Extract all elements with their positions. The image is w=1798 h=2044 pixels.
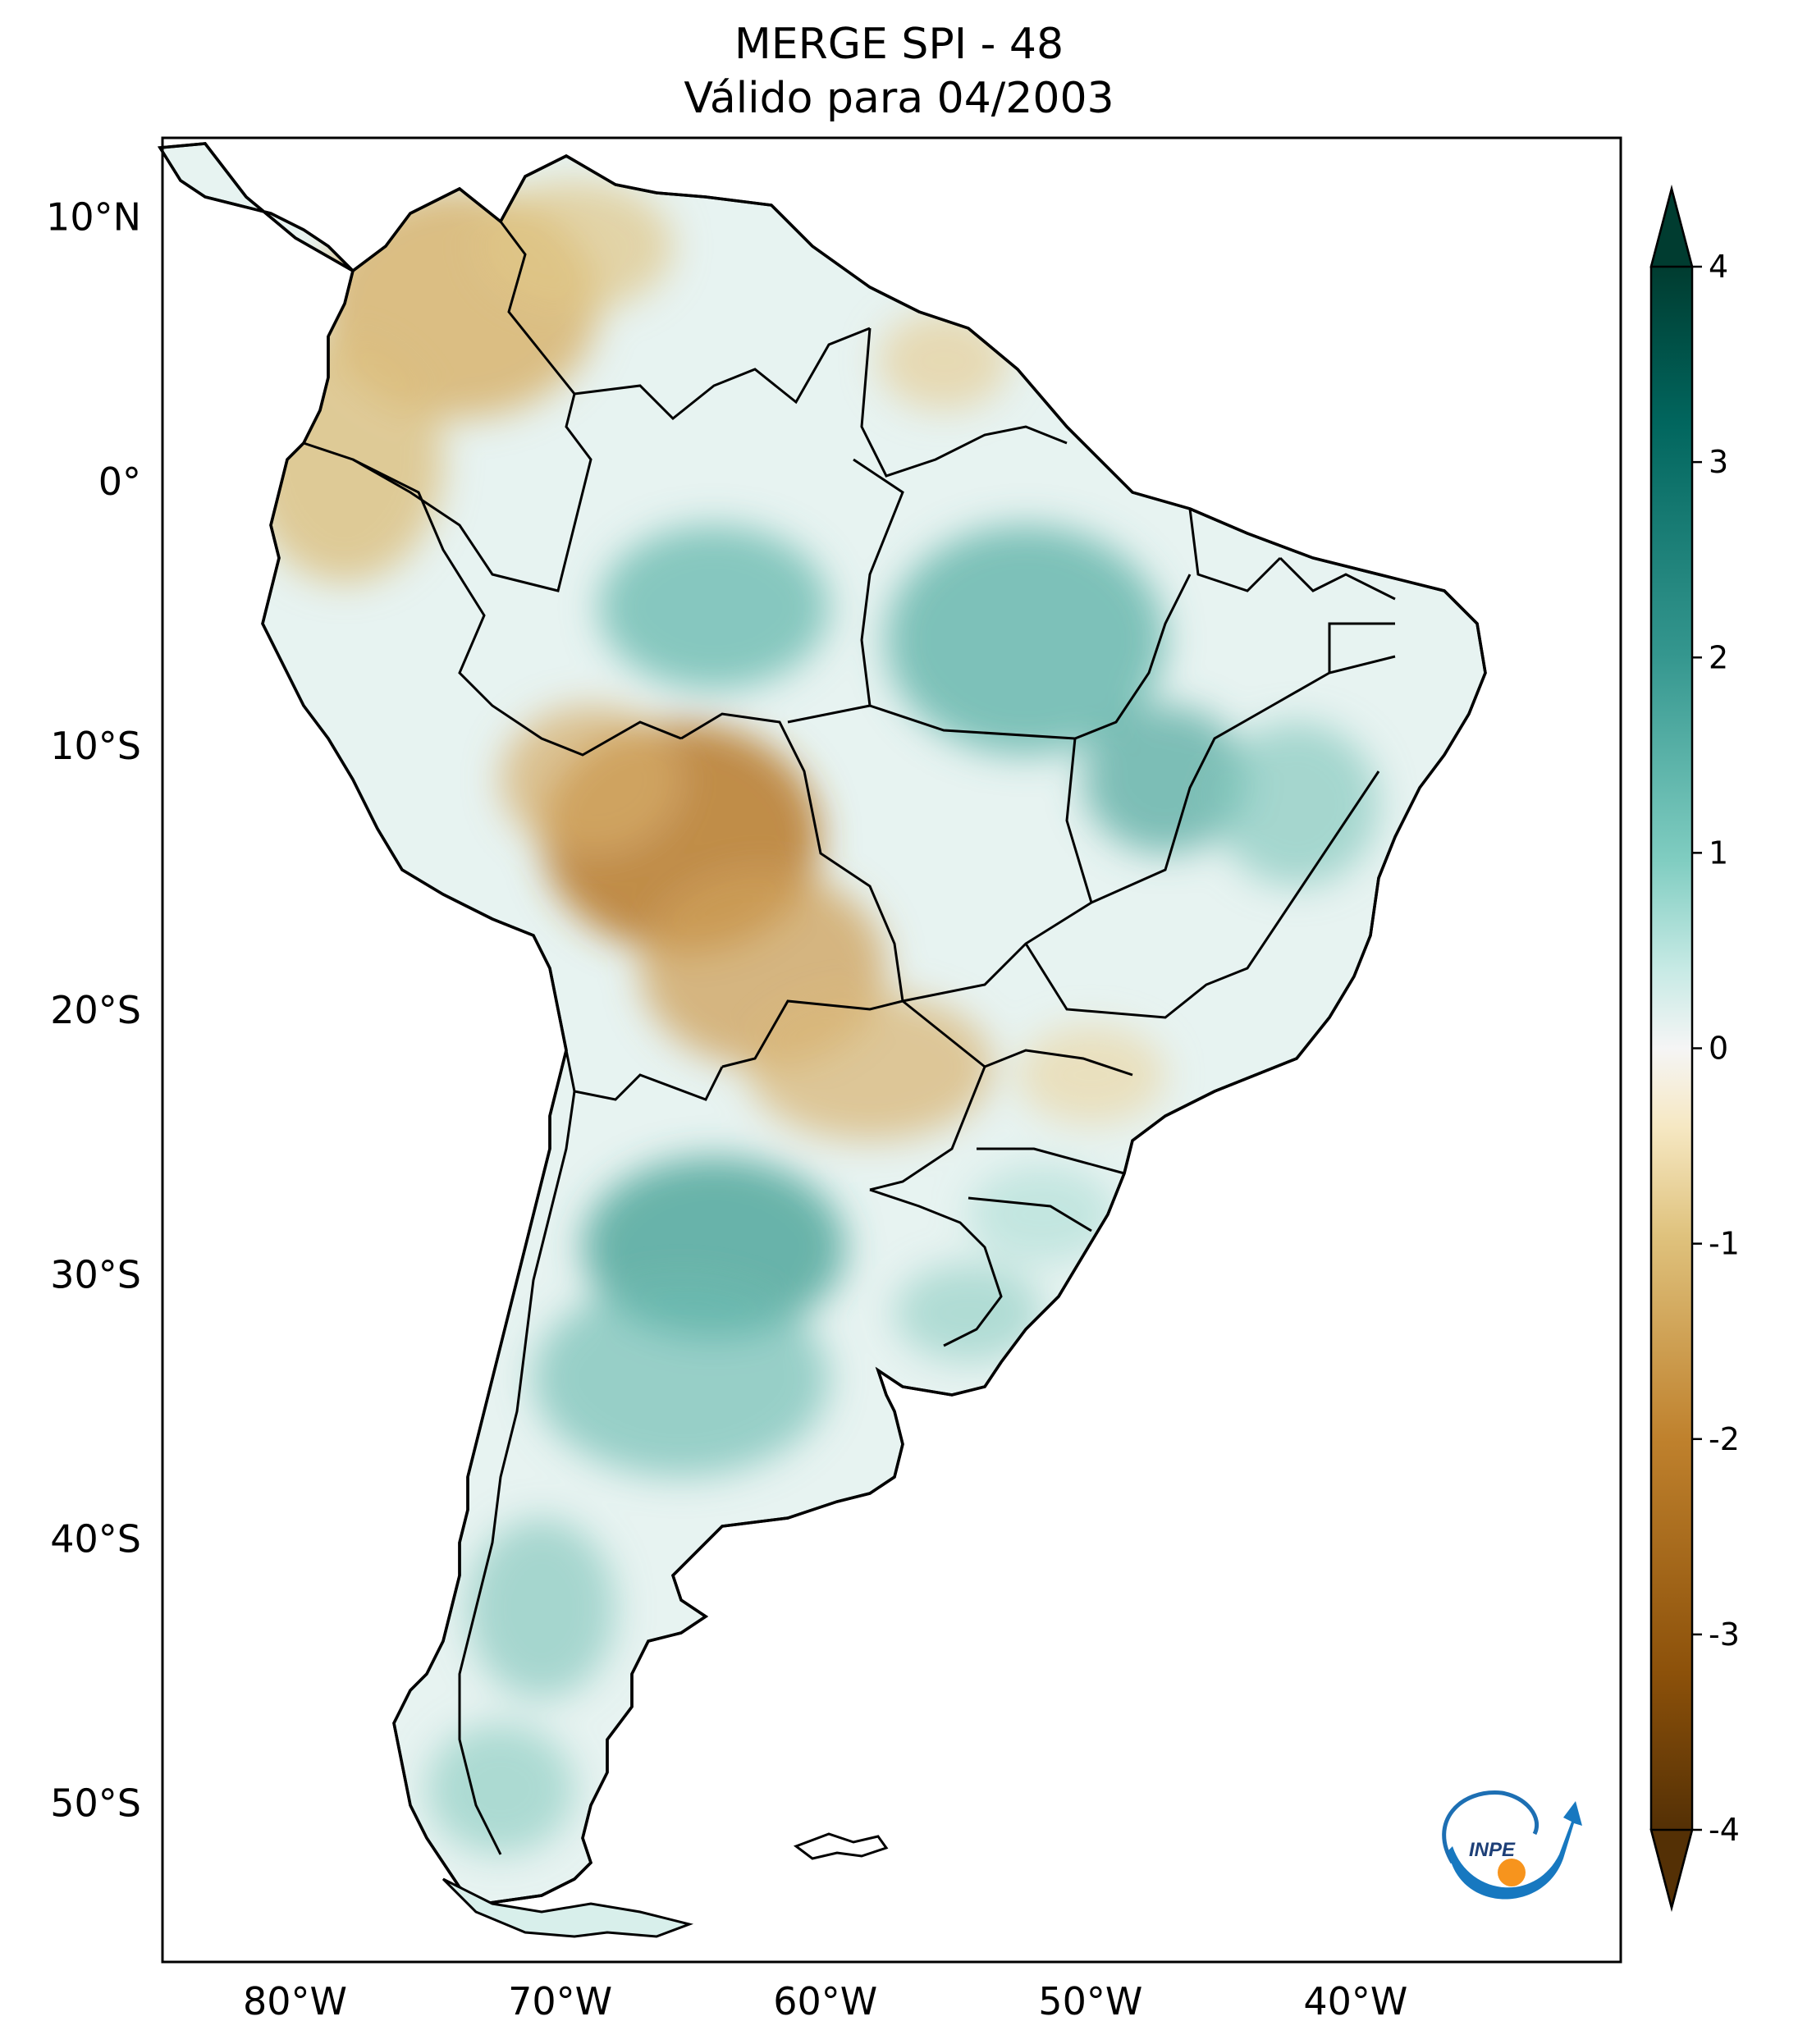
colorbar-tick-label: -2 [1709, 1421, 1740, 1457]
colorbar-tick-label: 3 [1709, 444, 1728, 480]
border-brazil-states-northeast [1188, 508, 1396, 673]
colorbar-tick-label: 1 [1709, 835, 1728, 871]
colorbar-extend-top [1649, 185, 1694, 268]
lon-tick-label: 60°W [773, 1979, 877, 2023]
logo-arrow-icon [1448, 1801, 1582, 1900]
map-frame [161, 136, 1622, 1964]
lon-tick-label: 40°W [1303, 1979, 1407, 2023]
colorbar-ticks: 4 3 2 1 0 -1 -2 -3 -4 [1692, 249, 1740, 1848]
logo-text: INPE [1469, 1839, 1516, 1861]
continent-outline [158, 142, 1487, 1905]
map-title: MERGE SPI - 48 [734, 20, 1064, 69]
border-bolivia [680, 712, 904, 1068]
border-guianas [860, 327, 1068, 478]
border-brazil-states-southeast [1024, 771, 1380, 1019]
lon-tick-label: 70°W [508, 1979, 612, 2023]
colorbar-extend-bottom [1649, 1828, 1694, 1912]
border-peru [352, 458, 682, 757]
colorbar-tick-label: -3 [1709, 1616, 1740, 1653]
latitude-axis: 10°N 0° 10°S 20°S 30°S 40°S 50°S [46, 195, 141, 1826]
colorbar-tick-label: 4 [1709, 249, 1728, 285]
map-subtitle: Válido para 04/2003 [684, 74, 1114, 123]
logo-orbit-icon [1442, 1790, 1540, 1864]
longitude-axis: 80°W 70°W 60°W 50°W 40°W [243, 1979, 1407, 2023]
border-colombia [303, 221, 592, 592]
border-paraguay [869, 999, 986, 1191]
inpe-logo: INPE [1442, 1790, 1582, 1900]
border-venezuela-brazil [574, 327, 871, 421]
lon-tick-label: 50°W [1038, 1979, 1142, 2023]
lon-tick-label: 80°W [243, 1979, 347, 2023]
lat-tick-label: 30°S [50, 1252, 141, 1296]
border-brazil-states-south [968, 1049, 1133, 1232]
lat-tick-label: 10°N [46, 195, 141, 240]
lat-tick-label: 50°S [50, 1781, 141, 1826]
lat-tick-label: 0° [98, 460, 141, 504]
colorbar-tick-label: 0 [1709, 1031, 1728, 1067]
colorbar-gradient [1651, 267, 1692, 1830]
falkland-islands [793, 1832, 889, 1860]
border-uruguay [869, 1188, 1003, 1347]
logo-sun-icon [1498, 1859, 1526, 1886]
lat-tick-label: 40°S [50, 1517, 141, 1562]
colorbar: 4 3 2 1 0 -1 -2 -3 -4 [1649, 185, 1740, 1912]
political-borders [303, 221, 1396, 1855]
border-chile-argentina [458, 1091, 576, 1855]
colorbar-tick-label: -1 [1709, 1226, 1740, 1262]
border-argentina-north [565, 1049, 724, 1101]
lat-tick-label: 20°S [50, 988, 141, 1032]
border-brazil-states-north [853, 458, 1192, 740]
colorbar-tick-label: -4 [1709, 1812, 1740, 1848]
lat-tick-label: 10°S [50, 724, 141, 768]
colorbar-tick-label: 2 [1709, 639, 1728, 675]
tierra-del-fuego [441, 1877, 694, 1938]
